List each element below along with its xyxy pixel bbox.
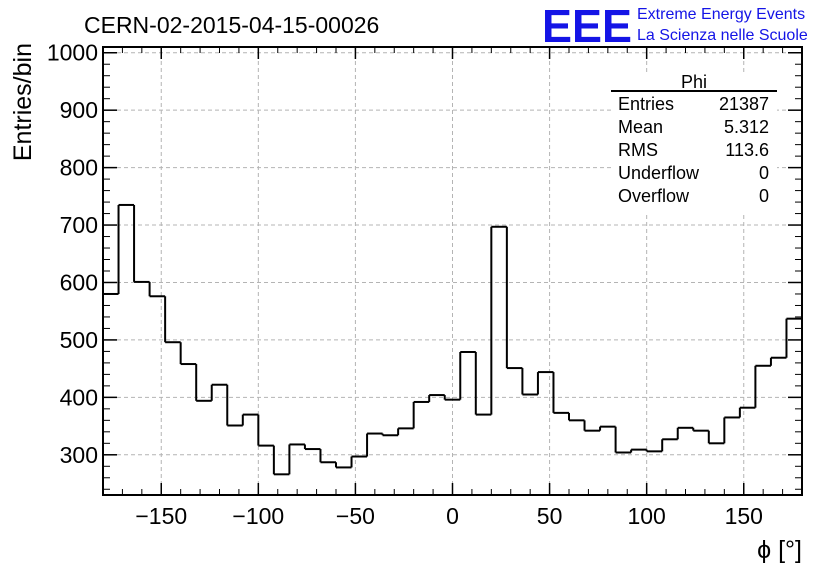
x-axis-title: ϕ [°] (757, 536, 802, 564)
x-tick-label: −100 (232, 503, 284, 529)
x-tick-label: 0 (446, 503, 459, 529)
y-tick-label: 400 (60, 384, 98, 410)
stats-row-value: 113.6 (725, 140, 769, 160)
stats-row-value: 5.312 (724, 117, 769, 137)
stats-row-label: Entries (618, 94, 674, 114)
stats-box: Phi Entries 21387 Mean 5.312 RMS 113.6 Underfl… (611, 72, 777, 212)
y-tick-label: 700 (60, 212, 98, 238)
stats-box-title: Phi (681, 72, 707, 92)
y-tick-label: 500 (60, 327, 98, 353)
y-tick-label: 1000 (47, 40, 98, 66)
stats-box-background (611, 72, 777, 212)
x-tick-label: −150 (135, 503, 187, 529)
stats-row-value: 0 (759, 163, 769, 183)
eee-logo-line2: La Scienza nelle Scuole (637, 27, 808, 44)
eee-logo: EEE Extreme Energy Events La Scienza nel… (542, 0, 808, 52)
x-tick-labels: −150 −100 −50 0 50 100 150 (135, 503, 763, 529)
y-axis-title: Entries/bin (9, 43, 37, 161)
y-tick-label: 800 (60, 155, 98, 181)
eee-logo-line1: Extreme Energy Events (637, 6, 805, 23)
histogram-series (103, 203, 802, 476)
x-tick-label: −50 (336, 503, 375, 529)
x-tick-label: 100 (627, 503, 665, 529)
stats-box-rows: Entries 21387 Mean 5.312 RMS 113.6 Underflow 0 O… (618, 94, 769, 206)
axis-ticks (102, 47, 803, 495)
y-tick-labels: 300 400 500 600 700 800 900 1000 (47, 40, 98, 468)
stats-row-label: Underflow (618, 163, 700, 183)
y-tick-label: 900 (60, 97, 98, 123)
stats-row-label: RMS (618, 140, 658, 160)
chart-title: CERN-02-2015-04-15-00026 (84, 12, 379, 38)
stats-row-label: Mean (618, 117, 663, 137)
stats-row-value: 0 (759, 186, 769, 206)
x-tick-label: 150 (725, 503, 763, 529)
stats-row-value: 21387 (719, 94, 769, 114)
stats-row-label: Overflow (618, 186, 690, 206)
eee-logo-mark: EEE (542, 0, 632, 52)
y-tick-label: 300 (60, 442, 98, 468)
y-tick-label: 600 (60, 269, 98, 295)
x-tick-label: 50 (537, 503, 563, 529)
